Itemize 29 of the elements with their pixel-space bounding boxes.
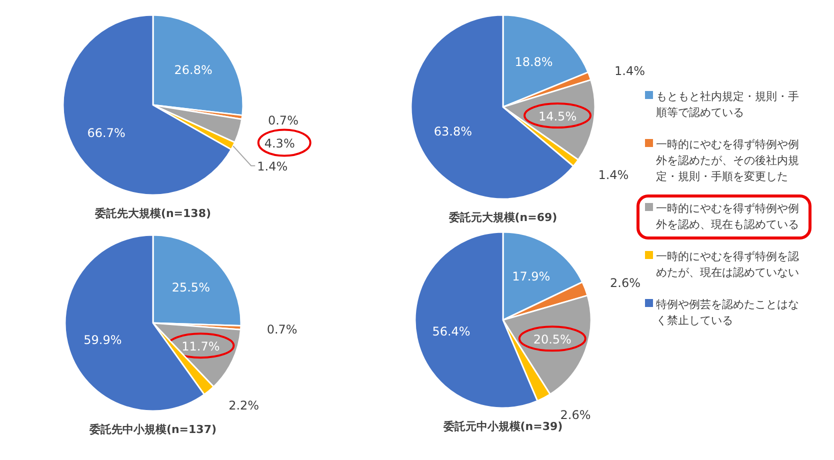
legend-label: 一時的にやむを得ず特例や例外を認め、現在も認めている (656, 202, 799, 231)
legend-label: 一時的にやむを得ず特例や例外を認めたが、その後社内規定・規則・手順を変更した (656, 138, 799, 183)
data-label: 20.5% (533, 332, 572, 347)
legend-label: 一時的にやむを得ず特例を認めたが、現在は認めていない (656, 250, 799, 279)
data-label: 1.4% (257, 160, 288, 174)
legend-label: 特例や例芸を認めたことはなく禁止している (656, 298, 799, 327)
data-label: 66.7% (87, 126, 126, 140)
text: 委託先大規模(n=138) (94, 207, 212, 220)
data-label: 0.7% (268, 114, 298, 128)
data-label: 4.3% (264, 136, 295, 151)
legend-label: もともと社内規定・規則・手順等で認めている (656, 90, 799, 119)
data-label: 11.7% (182, 340, 220, 354)
data-label: 25.5% (172, 280, 210, 294)
text: 委託先中小規模(n=137) (88, 423, 217, 436)
data-label: 2.2% (228, 398, 260, 413)
data-label: 59.9% (84, 333, 122, 348)
data-label: 17.9% (512, 269, 550, 284)
data-label: 63.8% (434, 124, 472, 138)
data-label: 1.4% (614, 64, 646, 78)
data-label: 26.8% (174, 63, 212, 78)
data-label: 1.4% (598, 168, 629, 182)
data-label: 2.6% (560, 408, 591, 422)
text: 委託元大規模(n=69) (448, 211, 558, 224)
data-label: 14.5% (538, 110, 577, 124)
data-label: 18.8% (514, 55, 553, 70)
text: 委託元中小規模(n=39) (442, 420, 563, 433)
data-label: 0.7% (266, 322, 298, 337)
data-label: 2.6% (610, 276, 641, 290)
data-label: 56.4% (432, 324, 470, 339)
